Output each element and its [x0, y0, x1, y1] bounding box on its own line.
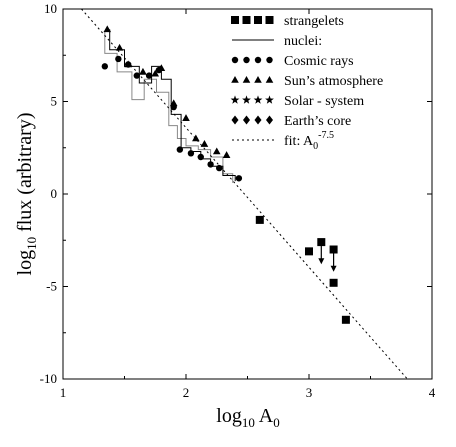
legend-circle-swatch: [231, 56, 239, 64]
legend-diamond-swatch: [231, 115, 239, 125]
triangle-marker: [103, 25, 112, 33]
circle-marker: [145, 72, 153, 79]
triangle-marker: [192, 134, 200, 142]
circle-marker: [235, 175, 243, 182]
legend-square-swatch: [231, 16, 239, 24]
legend-label-text: fit: A: [284, 134, 314, 149]
triangle-marker: [200, 140, 209, 147]
y-tick-label: 10: [44, 1, 57, 16]
square-marker: [329, 278, 338, 287]
circle-marker: [216, 164, 223, 172]
square-marker: [341, 315, 350, 324]
legend-label-text: Cosmic rays: [284, 54, 354, 69]
data-markers: [101, 25, 350, 324]
legend-triangle-swatch: [254, 76, 262, 83]
y-tick-label: 0: [51, 186, 58, 201]
legend-label-subscript: 0: [313, 141, 318, 152]
circle-marker: [207, 161, 214, 168]
legend-triangle-swatch: [265, 76, 274, 83]
circle-marker: [176, 146, 184, 153]
triangle-marker: [139, 67, 147, 75]
circle-marker: [197, 153, 204, 161]
x-tick-label: 3: [306, 385, 313, 400]
legend-label: fit: A0-7.5: [284, 130, 334, 152]
x-axis-label: log10 A0: [216, 405, 279, 430]
legend-star-swatch: [253, 95, 263, 104]
y-tick-label: -5: [46, 279, 57, 294]
triangle-marker: [124, 60, 132, 68]
y-tick-label: -10: [40, 371, 57, 386]
circle-marker: [115, 55, 122, 63]
legend-diamond-swatch: [243, 115, 250, 125]
legend-label: nuclei:: [284, 34, 322, 49]
circle-marker: [187, 150, 195, 157]
legend-star-swatch: [230, 95, 240, 104]
legend-label-text: Earth’s core: [284, 114, 351, 129]
legend-label-text: Solar - system: [284, 94, 364, 109]
fit-line: [81, 8, 408, 380]
triangle-marker: [212, 147, 221, 155]
legend-label-text: strangelets: [284, 14, 344, 29]
legend-circle-swatch: [254, 56, 262, 64]
fit-line-group: [81, 8, 408, 380]
legend-label: strangelets: [284, 14, 344, 29]
axis-ticks: 1 2 3 4 -10 -5 0 5 10: [40, 1, 436, 400]
legend-label: Cosmic rays: [284, 54, 354, 69]
legend-label-text: nuclei:: [284, 34, 322, 49]
upper-limit-arrowhead: [318, 258, 325, 265]
legend-square-swatch: [254, 16, 262, 24]
legend-triangle-swatch: [242, 76, 251, 83]
circle-marker: [133, 72, 140, 79]
legend-square-swatch: [265, 16, 274, 24]
triangle-marker: [222, 151, 231, 158]
legend: strangelets nuclei: Cosmic rays Sun’s atmos…: [230, 14, 383, 152]
triangle-marker: [169, 99, 178, 107]
legend-label: Earth’s core: [284, 114, 351, 129]
y-axis-label: log10 flux (arbitrary): [14, 113, 39, 276]
legend-star-swatch: [242, 95, 251, 104]
square-marker: [305, 247, 313, 256]
circle-marker: [101, 63, 109, 70]
x-tick-label: 2: [183, 385, 190, 400]
legend-circle-swatch: [243, 56, 250, 64]
legend-label: Solar - system: [284, 94, 364, 109]
legend-diamond-swatch: [266, 115, 273, 125]
legend-label-superscript: -7.5: [318, 130, 334, 141]
legend-circle-swatch: [266, 56, 273, 64]
upper-limit-arrowhead: [330, 265, 337, 272]
legend-star-swatch: [265, 95, 274, 104]
legend-label-text: Sun’s atmosphere: [284, 74, 383, 89]
x-tick-label: 4: [429, 385, 436, 400]
x-tick-label: 1: [60, 385, 67, 400]
triangle-marker: [157, 64, 166, 71]
square-marker: [255, 215, 264, 224]
legend-triangle-swatch: [231, 76, 239, 83]
triangle-marker: [182, 114, 190, 121]
plot-frame: [62, 8, 433, 380]
nuclei-step-gray: [104, 31, 234, 183]
triangle-marker: [151, 69, 160, 77]
triangle-marker: [115, 43, 124, 51]
legend-diamond-swatch: [254, 115, 262, 125]
legend-square-swatch: [242, 16, 251, 24]
legend-label: Sun’s atmosphere: [284, 74, 383, 89]
y-tick-label: 5: [51, 94, 58, 109]
